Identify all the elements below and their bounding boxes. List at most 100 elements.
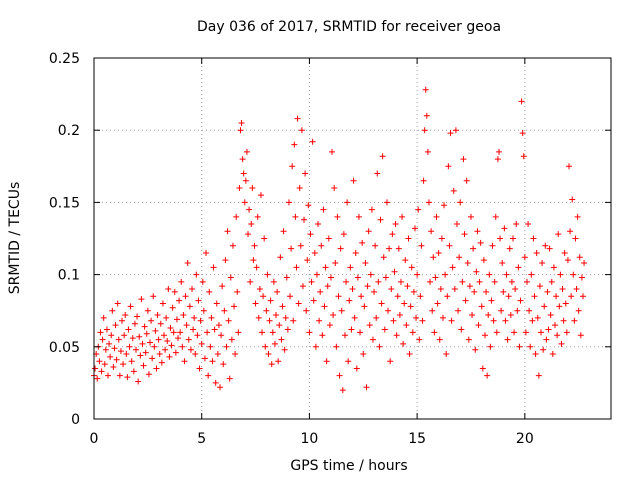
data-point bbox=[213, 300, 220, 307]
data-point bbox=[537, 329, 544, 336]
data-point bbox=[294, 115, 301, 122]
data-point bbox=[219, 283, 226, 290]
data-point bbox=[122, 312, 129, 319]
data-point bbox=[373, 314, 380, 321]
data-point bbox=[403, 322, 410, 329]
data-point bbox=[306, 329, 313, 336]
data-point bbox=[461, 231, 468, 238]
data-point bbox=[184, 260, 191, 267]
data-point bbox=[366, 322, 373, 329]
data-point bbox=[571, 317, 578, 324]
data-point bbox=[142, 349, 149, 356]
data-point bbox=[193, 271, 200, 278]
data-point bbox=[162, 346, 169, 353]
data-point bbox=[303, 307, 310, 314]
data-point bbox=[185, 336, 192, 343]
data-point bbox=[541, 303, 548, 310]
data-point bbox=[237, 127, 244, 134]
data-point bbox=[158, 359, 165, 366]
data-point bbox=[527, 343, 534, 350]
data-point bbox=[429, 307, 436, 314]
data-point bbox=[401, 300, 408, 307]
data-point bbox=[111, 345, 118, 352]
data-point bbox=[179, 343, 186, 350]
data-point bbox=[321, 303, 328, 310]
data-point bbox=[443, 351, 450, 358]
data-point bbox=[546, 245, 553, 252]
data-point bbox=[293, 264, 300, 271]
data-point bbox=[445, 163, 452, 170]
data-point bbox=[192, 351, 199, 358]
data-point bbox=[459, 278, 466, 285]
data-point bbox=[212, 379, 219, 386]
data-point bbox=[302, 170, 309, 177]
chart-title: Day 036 of 2017, SRMTID for receiver geo… bbox=[197, 19, 501, 35]
data-point bbox=[532, 351, 539, 358]
data-point bbox=[322, 264, 329, 271]
data-point bbox=[578, 274, 585, 281]
data-point bbox=[423, 112, 430, 119]
data-point bbox=[180, 312, 187, 319]
data-point bbox=[392, 221, 399, 228]
x-tick-label: 15 bbox=[408, 431, 426, 447]
data-point bbox=[413, 314, 420, 321]
data-point bbox=[556, 303, 563, 310]
data-point bbox=[197, 317, 204, 324]
data-point bbox=[369, 336, 376, 343]
data-point bbox=[96, 358, 103, 365]
data-point bbox=[166, 353, 173, 360]
data-point bbox=[424, 148, 431, 155]
data-point bbox=[434, 300, 441, 307]
x-tick-label: 20 bbox=[516, 431, 534, 447]
data-point bbox=[114, 300, 121, 307]
data-point bbox=[380, 254, 387, 261]
data-point bbox=[113, 356, 120, 363]
data-point bbox=[169, 304, 176, 311]
data-point bbox=[327, 274, 334, 281]
y-tick-label: 0.15 bbox=[49, 195, 80, 211]
data-point bbox=[108, 332, 115, 339]
data-point bbox=[164, 338, 171, 345]
data-point bbox=[341, 332, 348, 339]
data-point bbox=[400, 340, 407, 347]
data-point bbox=[522, 329, 529, 336]
data-point bbox=[340, 231, 347, 238]
data-point bbox=[402, 257, 409, 264]
data-point bbox=[312, 343, 319, 350]
data-point bbox=[515, 264, 522, 271]
data-point bbox=[337, 245, 344, 252]
data-point bbox=[408, 264, 415, 271]
data-point bbox=[333, 343, 340, 350]
data-point bbox=[518, 98, 525, 105]
data-point bbox=[330, 312, 337, 319]
data-point bbox=[446, 242, 453, 249]
data-point bbox=[579, 293, 586, 300]
data-point bbox=[395, 245, 402, 252]
data-point bbox=[243, 148, 250, 155]
data-point bbox=[203, 249, 210, 256]
data-point bbox=[442, 271, 449, 278]
data-point bbox=[259, 329, 266, 336]
data-point bbox=[315, 221, 322, 228]
x-tick-label: 0 bbox=[90, 431, 99, 447]
data-point bbox=[362, 260, 369, 267]
data-point bbox=[544, 288, 551, 295]
data-point bbox=[381, 326, 388, 333]
data-point bbox=[214, 351, 221, 358]
data-point bbox=[101, 361, 108, 368]
data-point bbox=[198, 340, 205, 347]
axis-ticks bbox=[93, 57, 611, 420]
data-point bbox=[438, 235, 445, 242]
data-point bbox=[505, 293, 512, 300]
data-point bbox=[288, 245, 295, 252]
data-point bbox=[455, 307, 462, 314]
data-point bbox=[210, 264, 217, 271]
data-point bbox=[266, 317, 273, 324]
data-point bbox=[416, 336, 423, 343]
data-point bbox=[565, 163, 572, 170]
data-point bbox=[581, 260, 588, 267]
data-point bbox=[517, 297, 524, 304]
data-point bbox=[386, 245, 393, 252]
data-point bbox=[495, 148, 502, 155]
data-point bbox=[209, 358, 216, 365]
